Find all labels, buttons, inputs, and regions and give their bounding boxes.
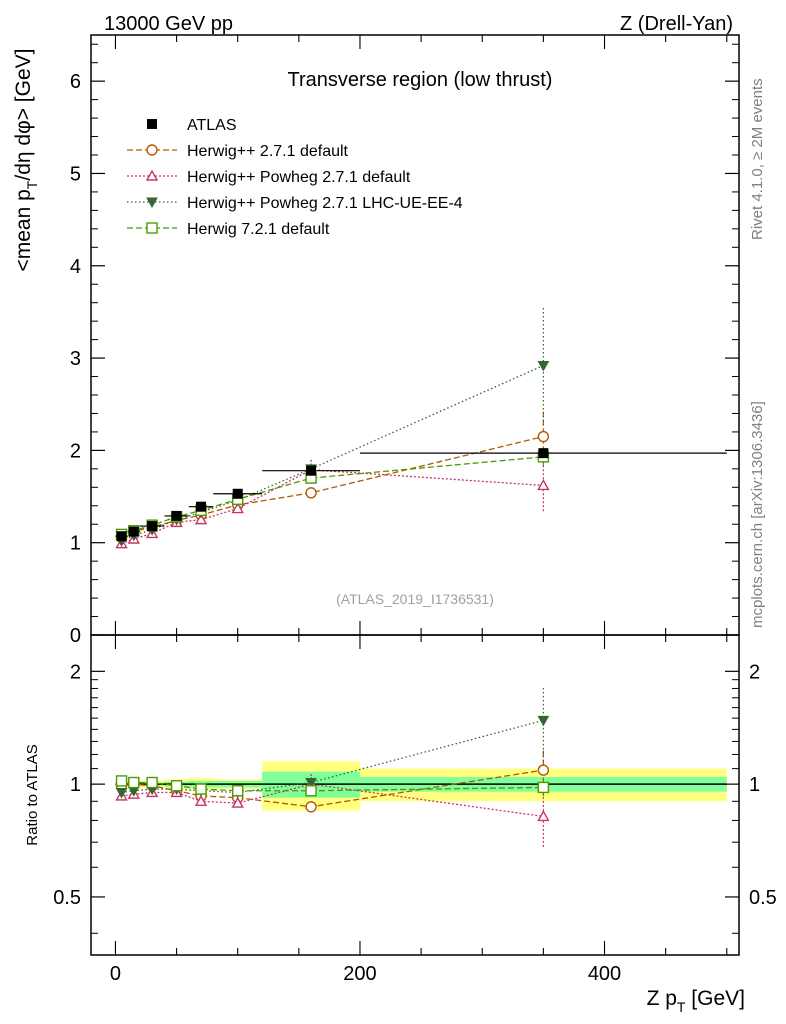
ratio-frame (90, 634, 740, 956)
main-title: Transverse region (low thrust) (288, 69, 553, 91)
ratio3-point (537, 715, 550, 727)
watermark: (ATLAS_2019_I1736531) (336, 591, 494, 607)
atlas-point (306, 465, 317, 476)
ratio-ylabel: Ratio to ATLAS (24, 744, 41, 845)
ratio4-point (305, 785, 317, 797)
mc1-line (121, 435, 544, 538)
ratio3-point (305, 778, 317, 789)
ratio4-point (115, 775, 128, 787)
main-ytick-label: 4 (70, 256, 81, 278)
ratio-xtick-label: 200 (343, 963, 376, 985)
legend-marker (147, 119, 157, 129)
mc2-point (194, 513, 208, 525)
legend-label: Herwig 7.2.1 default (187, 221, 330, 238)
legend-label: Herwig++ Powheg 2.7.1 LHC-UE-EE-4 (187, 195, 463, 212)
ratio4-point (232, 785, 244, 797)
mc1-point (305, 487, 317, 499)
ratio3-point (115, 787, 128, 799)
legend: ATLAS Herwig++ 2.7.1 default Herwig++ Powh… (127, 117, 463, 238)
atlas-point (171, 510, 182, 521)
main-ytick-label: 0 (70, 625, 81, 647)
legend-marker (146, 197, 158, 209)
ratio-panel: 0.5 0.5 1 1 2 2 0 200 400 (53, 634, 777, 985)
mc2-point (537, 479, 550, 491)
ratio-ytick-label-right: 2 (749, 661, 760, 683)
header-right: Z (Drell-Yan) (620, 13, 733, 35)
ratio4-point (128, 776, 140, 789)
ratio4-point (146, 776, 158, 789)
ratio-xlabel: Z pT [GeV] (647, 987, 745, 1015)
mc1-point (537, 430, 550, 443)
atlas-point (147, 521, 158, 532)
ratio4-point (170, 780, 183, 792)
legend-marker (145, 169, 159, 181)
mc3-point (537, 360, 550, 372)
ratio2-point (194, 794, 208, 806)
mcplots-label: mcplots.cern.ch [arXiv:1306.3436] (749, 401, 766, 628)
main-ytick-label: 3 (70, 348, 81, 370)
ratio-ytick-label-right: 1 (749, 774, 760, 796)
main-ytick-label: 2 (70, 440, 81, 462)
ratio1-line (121, 769, 544, 808)
main-ytick-label: 1 (70, 533, 81, 555)
ratio2-point (231, 796, 244, 808)
mc2-point (231, 502, 244, 514)
main-ytick-label: 6 (70, 71, 81, 93)
header-left: 13000 GeV pp (104, 13, 233, 35)
mc4-line (121, 456, 544, 536)
ratio-ytick-label: 2 (70, 661, 81, 683)
legend-label: ATLAS (187, 117, 237, 134)
ratio1-point (537, 764, 550, 776)
ratio-ytick-label: 1 (70, 774, 81, 796)
ratio1-point (305, 801, 317, 813)
rivet-label: Rivet 4.1.0, ≥ 2M events (749, 78, 766, 240)
ratio2-line (121, 783, 544, 818)
ratio-ytick-label: 0.5 (53, 887, 81, 909)
ratio4-line (121, 780, 544, 792)
legend-marker (146, 144, 158, 156)
atlas-point (116, 531, 127, 542)
mc2-line (121, 469, 544, 545)
ratio4-point (537, 781, 550, 794)
ratio4-point (195, 783, 207, 795)
legend-label: Herwig++ 2.7.1 default (187, 143, 349, 160)
main-ylabel: <mean pT/dη dφ> [GeV] (12, 49, 40, 272)
ratio-ytick-label-right: 0.5 (749, 887, 777, 909)
main-panel: 1 2 3 4 5 6 0 Transverse region (low thrust) (… (70, 34, 740, 647)
atlas-point (128, 526, 139, 537)
ratio2-point (537, 809, 550, 822)
legend-label: Herwig++ Powheg 2.7.1 default (187, 169, 411, 186)
atlas-point (196, 501, 207, 512)
main-ytick-label: 5 (70, 163, 81, 185)
ratio-xtick-label: 0 (110, 963, 121, 985)
atlas-point (538, 448, 549, 459)
ratio-xtick-label: 400 (588, 963, 621, 985)
legend-marker (146, 222, 158, 234)
atlas-point (232, 488, 243, 499)
